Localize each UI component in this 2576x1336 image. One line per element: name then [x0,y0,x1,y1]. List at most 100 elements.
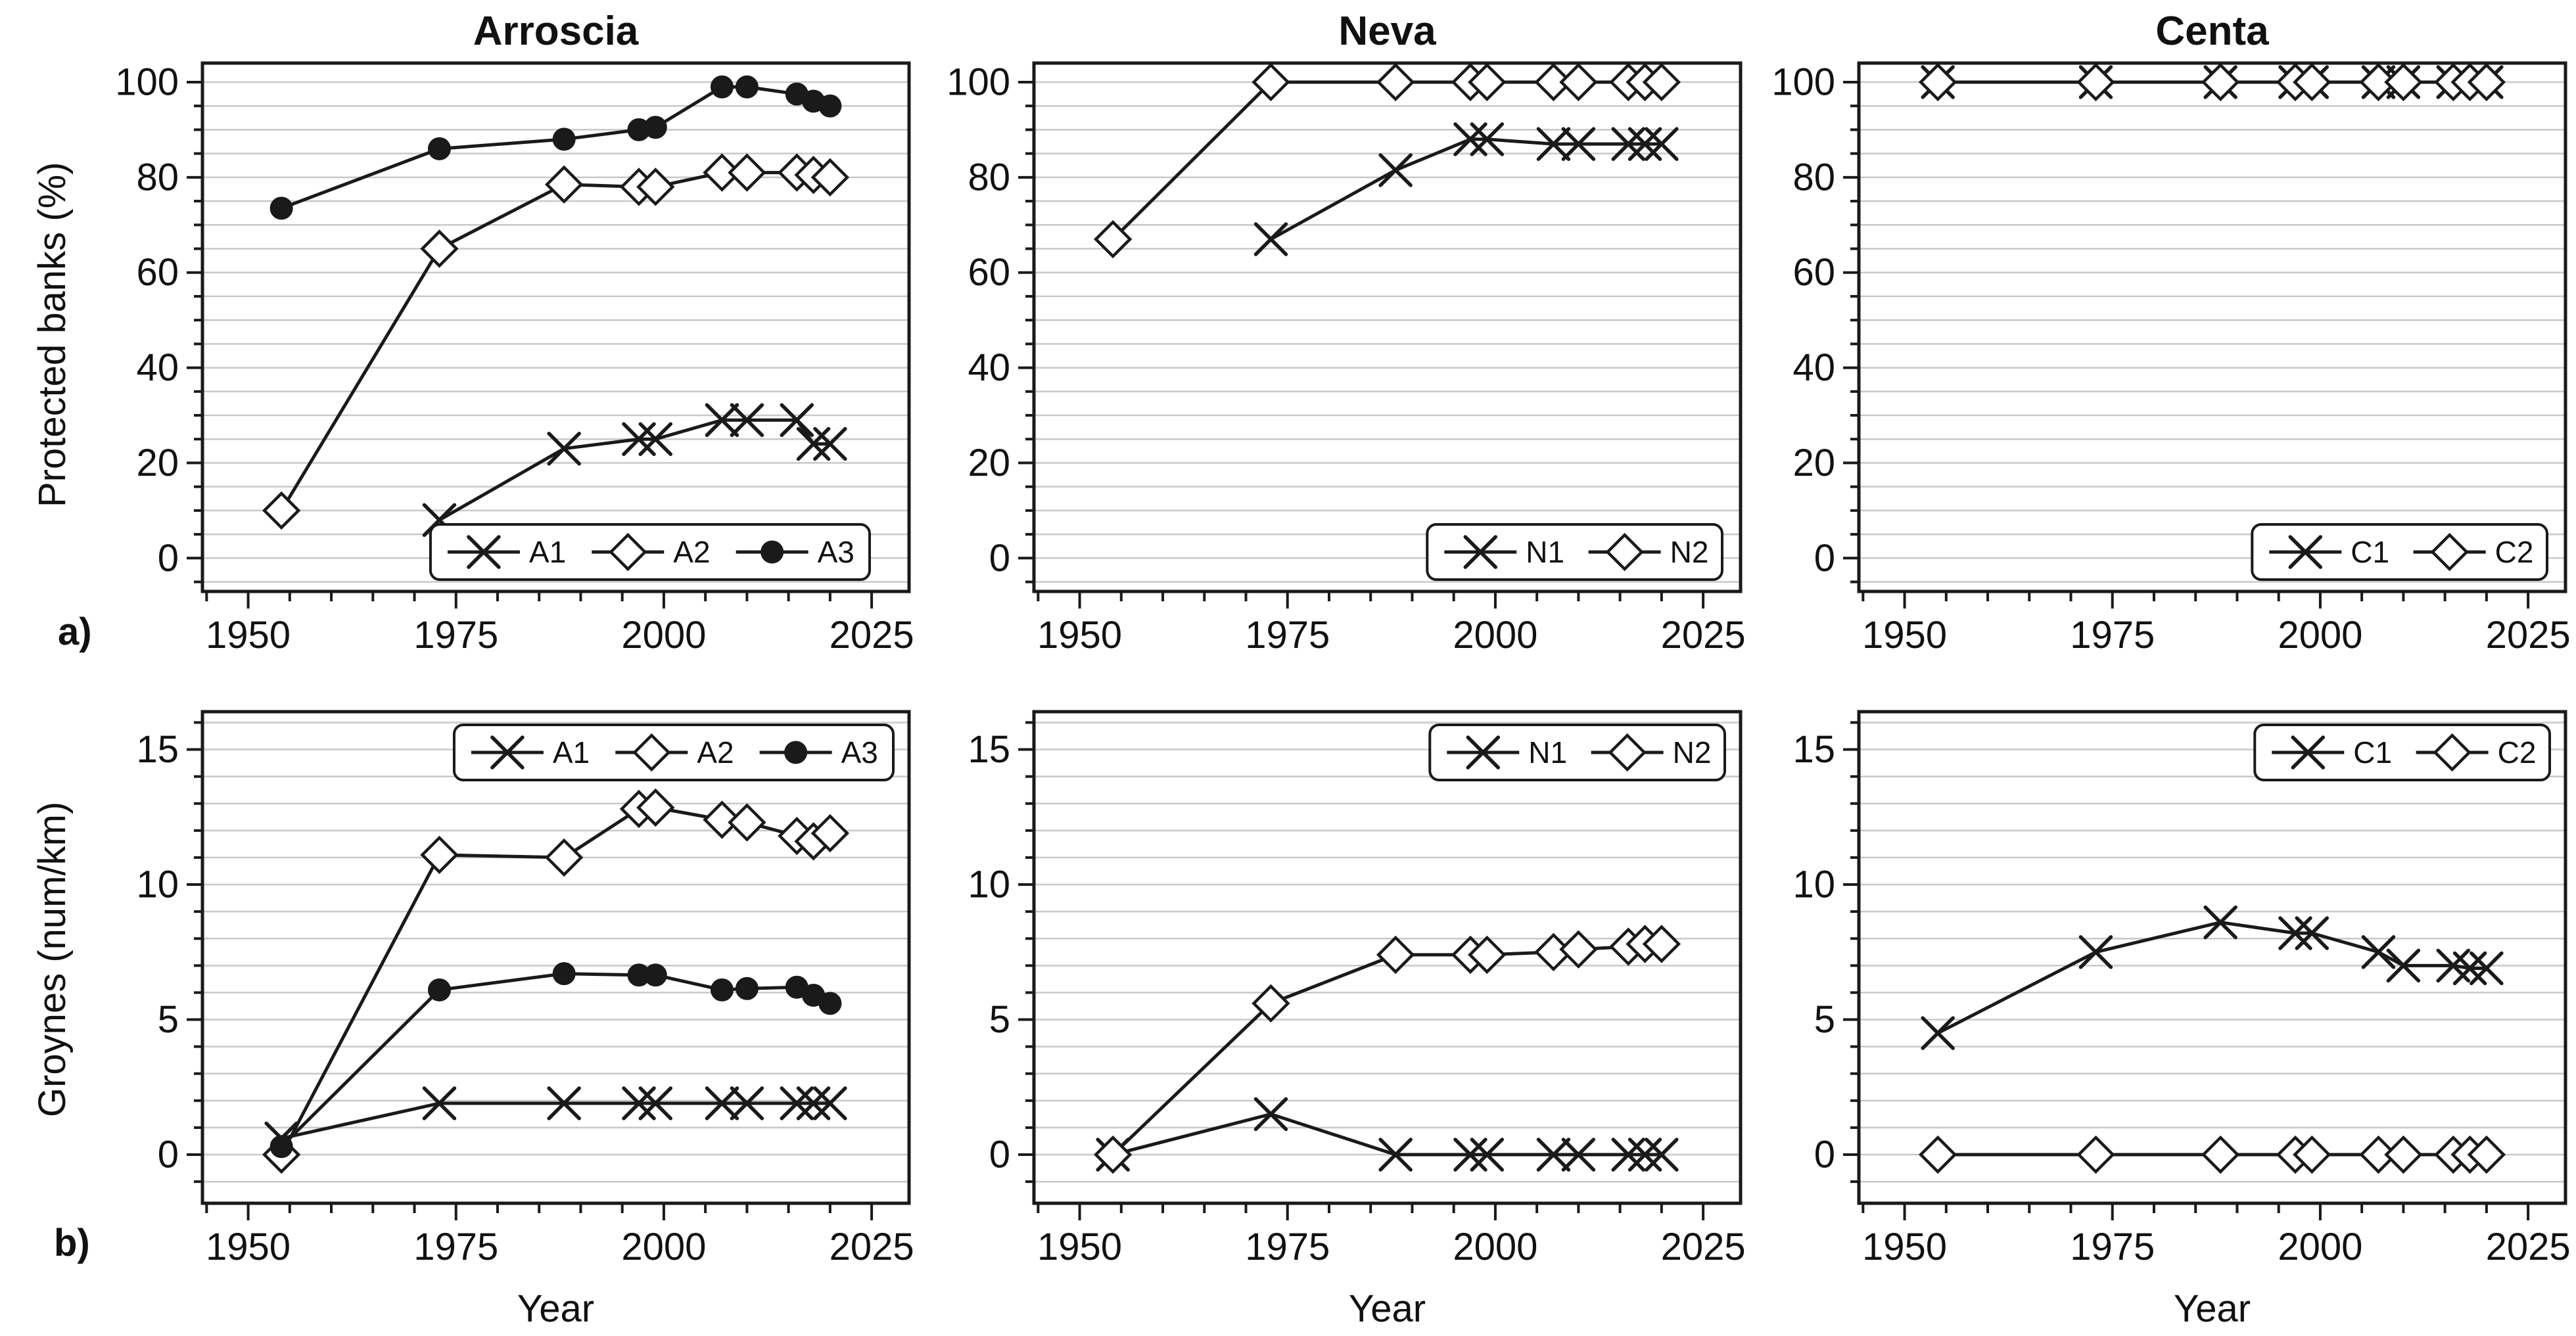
legend-label-A3: A3 [818,535,855,569]
series-marker-N1 [1453,1138,1487,1172]
series-marker-C2 [1918,62,1957,102]
y-tick-label: 20 [968,442,1010,484]
series-marker-N2 [1559,930,1598,969]
series-marker-N1 [1628,1138,1662,1172]
series-marker-N2 [1642,62,1681,102]
series-marker-A1 [422,1086,457,1120]
y-tick-label: 80 [1792,156,1835,198]
series-marker-C2 [2467,1135,2506,1174]
legend-marker-A3 [784,741,808,764]
plot-frame [1857,710,2567,1205]
series-marker-A3 [735,75,759,99]
series-marker-A2 [636,788,675,827]
y-tick-label: 15 [968,728,1010,771]
y-tick-label: 80 [968,156,1010,198]
series-marker-C1 [2452,951,2487,986]
series-marker-A2 [420,835,459,875]
y-tick-label: 60 [136,251,179,294]
legend-marker-C2 [2433,733,2471,772]
x-axis-label: Year [517,1287,594,1330]
legend-label-C2: C2 [2498,735,2537,770]
y-tick-label: 100 [115,60,179,103]
plot-frame [1032,61,1743,593]
series-marker-N2 [1468,935,1507,975]
y-tick-label: 60 [1792,251,1835,294]
legend: N1 N2 [1426,523,1724,581]
series-marker-C2 [2293,1135,2331,1174]
plot-background [92,672,918,1336]
series-marker-A3 [818,94,842,118]
y-tick-label: 10 [136,864,179,906]
series-marker-N2 [1642,925,1681,963]
y-axis-label-protected-banks: Protected banks (%) [31,162,74,507]
series-marker-N2 [1468,62,1507,102]
series-marker-A1 [796,426,831,461]
plot-background [1748,672,2574,1336]
series-marker-A3 [269,1135,293,1159]
series-marker-A1 [547,1086,581,1120]
series-marker-A1 [813,1086,847,1120]
y-tick-label: 100 [947,60,1010,103]
legend-label-A1: A1 [553,735,590,770]
series-marker-C1 [2278,916,2312,950]
legend-marker-A3 [761,540,784,564]
series-marker-C2 [2384,1135,2423,1174]
x-tick-label: 1975 [2070,1226,2155,1268]
legend-marker-N1 [1463,535,1498,569]
plot-frame [200,710,911,1205]
y-tick-label: 20 [1792,442,1835,484]
series-marker-C2 [1918,1135,1957,1174]
plot-title: Centa [2155,9,2269,54]
legend-box [2251,523,2549,581]
legend-label-C1: C1 [2351,535,2389,569]
chart-centa-protected-banks: 0 20 40 60 80 100 1950 1975 2000 2025 C1 C2 Centa [1748,7,2574,664]
series-marker-N2 [1252,984,1290,1023]
y-tick-label: 100 [1771,60,1835,103]
legend-marker-C2 [2430,532,2469,572]
series-marker-N1 [1536,1138,1571,1172]
series-marker-A1 [730,403,764,437]
plot-title: Neva [1338,9,1436,54]
legend-label-C1: C1 [2353,735,2392,770]
legend: C1 C2 [2251,523,2549,581]
series-marker-A3 [269,196,293,220]
series-marker-C1 [2386,948,2421,983]
series-marker-A2 [728,153,766,192]
series-marker-N1 [1645,127,1679,161]
legend-label-N1: N1 [1526,535,1564,569]
x-tick-label: 2025 [830,614,914,656]
x-tick-label: 1950 [206,1226,291,1268]
series-marker-A2 [810,158,850,197]
y-axis-label-groynes: Groynes (num/km) [31,801,74,1117]
series-marker-A1 [780,403,814,437]
series-marker-A3 [818,992,842,1015]
series-marker-C2 [2201,1135,2240,1174]
series-marker-N1 [1536,127,1571,161]
legend-marker-N2 [1608,733,1647,772]
plot-title: Arroscia [473,9,639,54]
series-marker-A2 [728,803,766,842]
series-marker-A2 [703,800,741,839]
series-marker-C2 [2201,62,2240,102]
y-tick-label: 40 [1792,346,1835,389]
x-tick-label: 2025 [2486,1226,2571,1268]
series-marker-N1 [1470,122,1505,156]
x-tick-label: 1975 [413,1226,498,1268]
series-marker-C2 [2293,62,2331,102]
x-tick-label: 2000 [2278,614,2362,656]
x-tick-label: 1950 [1862,614,1947,656]
x-tick-label: 1950 [1037,1226,1122,1268]
chart-centa-groynes: 0 5 10 15 1950 1975 2000 2025 C1 C2 Year [1748,672,2574,1336]
series-marker-N2 [1093,219,1133,259]
series-marker-A1 [638,422,673,456]
plot-frame [1032,710,1743,1205]
legend: A1 A2 A3 [452,724,895,781]
x-tick-label: 2025 [1661,1226,1746,1268]
x-tick-label: 2000 [1453,614,1537,656]
y-tick-label: 80 [136,156,179,198]
series-marker-N1 [1470,1138,1505,1172]
y-tick-label: 0 [158,537,179,580]
series-marker-C1 [2295,916,2330,950]
y-tick-label: 10 [1792,864,1835,906]
y-tick-label: 0 [1814,537,1835,580]
